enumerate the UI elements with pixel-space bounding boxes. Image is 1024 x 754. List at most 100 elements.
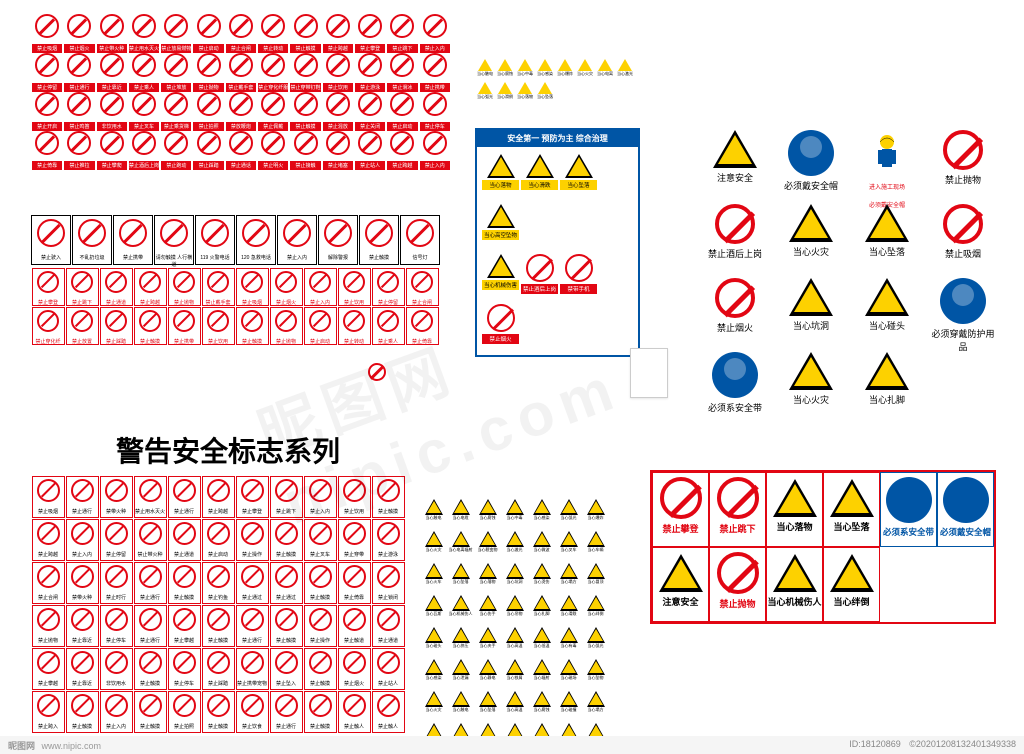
sign-label: 当心滑倒 <box>496 94 515 100</box>
prohibition-cell: 禁止停车 <box>419 90 451 129</box>
sign-label: 当心高空坠物 <box>482 230 519 240</box>
sign-label: 当心弧光 <box>476 94 495 100</box>
warning-cell: 当心坠落 <box>448 563 473 593</box>
sign-label: 当心激光 <box>502 547 527 553</box>
table-sign-cell: 必须戴安全帽 <box>937 472 994 547</box>
board-title: 安全第一 预防为主 综合治理 <box>477 130 638 147</box>
sign-label: 当心辐射 <box>529 675 554 681</box>
sign-label: 当心微波 <box>529 547 554 553</box>
sign-label: 当心挤压 <box>448 643 473 649</box>
warning-cell: 当心落物 <box>516 82 535 104</box>
sign-label: 禁止跳下 <box>67 299 98 306</box>
prohibition-cell: 禁止倚靠 <box>338 562 371 604</box>
sign-cell: 当心坠落 <box>852 204 922 270</box>
prohibition-cell: 禁止停留 <box>31 51 63 90</box>
prohibition-cell: 禁止乘人 <box>372 307 405 345</box>
sign-label: 禁止明火 <box>258 161 288 170</box>
sign-label: 禁止抛物 <box>710 597 765 610</box>
warning-cell: 当心静电 <box>475 659 500 689</box>
prohibition-circle-icon <box>565 254 593 282</box>
warning-cell: 当心触电 <box>448 691 473 721</box>
sign-label: 禁止穿化纤 <box>33 338 64 345</box>
sign-label: 禁止酒后上岗 <box>129 161 159 170</box>
warning-triangle-icon <box>533 659 551 675</box>
table-sign-cell: 禁止跳下 <box>709 472 766 547</box>
sign-label: 禁止跳下 <box>271 508 302 515</box>
sign-label: 禁止堵塞 <box>323 161 353 170</box>
prohibition-cell: 禁止烟火 <box>63 12 95 51</box>
sign-label: 禁止触摸 <box>135 723 166 730</box>
warning-triangle-icon <box>487 254 515 278</box>
sign-label: 禁止通道 <box>169 551 200 558</box>
warning-triangle-icon <box>479 691 497 707</box>
sign-label: 当心坑洞 <box>776 319 846 332</box>
prohibition-cell: 禁止跳下 <box>386 12 418 51</box>
table-sign-cell: 当心坠落 <box>823 472 880 547</box>
sign-label: 当心弧光 <box>583 643 608 649</box>
board-prohibition-cell: 禁止烟火 <box>482 302 519 350</box>
warning-cell: 当心挤压 <box>448 627 473 657</box>
warning-cell: 当心弧光 <box>476 82 495 104</box>
prohibition-cell: 禁止合闸 <box>32 562 65 604</box>
sign-label: 禁止携带 <box>114 254 152 261</box>
info-cell: 禁止触摸 <box>359 215 399 265</box>
prohibition-cell: 禁止通行 <box>168 476 201 518</box>
prohibition-cell: 禁止抛物 <box>270 307 303 345</box>
info-cell: 禁止驶入 <box>31 215 71 265</box>
sign-label: 禁止攀登 <box>33 299 64 306</box>
prohibition-cell: 禁止抛物 <box>168 268 201 306</box>
prohibition-cell: 禁止开启 <box>31 90 63 129</box>
sign-label: 禁止吸烟 <box>237 299 268 306</box>
prohibition-cell: 禁止踩踏 <box>100 307 133 345</box>
sign-cell: 禁止烟火 <box>700 278 770 344</box>
warning-triangle-icon <box>526 154 554 178</box>
prohibition-cell: 禁止鸣笛 <box>63 90 95 129</box>
prohibition-cell: 禁止触摸 <box>304 562 337 604</box>
sign-label: 禁止触摸 <box>271 637 302 644</box>
sign-label: 禁止跨越 <box>387 161 417 170</box>
prohibition-cell: 禁止放易燃物 <box>160 12 192 51</box>
warning-cell: 当心电离辐射 <box>448 531 473 561</box>
sign-label: 当心火灾 <box>421 547 446 553</box>
warning-triangle-icon <box>533 531 551 547</box>
sign-cell: 必须系安全带 <box>700 352 770 418</box>
warning-triangle-icon <box>659 554 703 592</box>
warning-triangle-icon <box>479 499 497 515</box>
sign-label: 禁止游泳 <box>373 551 404 558</box>
prohibition-cell: 禁止跨越 <box>386 129 418 168</box>
sign-label: 当心电离辐射 <box>448 547 473 553</box>
warning-cell: 当心伤手 <box>475 595 500 625</box>
sign-label: 当心坠落 <box>852 245 922 258</box>
sign-label: 禁止跑动 <box>161 161 191 170</box>
warning-cell: 当心瓦斯 <box>421 595 446 625</box>
warning-triangle-icon <box>425 691 443 707</box>
sign-label: 禁止锁闭 <box>373 594 404 601</box>
sign-label: 禁止坠入 <box>271 680 302 687</box>
prohibition-cell: 禁止靠近 <box>66 605 99 647</box>
prohibition-circle-icon <box>717 552 759 594</box>
prohibition-cell: 禁止酒后上岗 <box>128 129 160 168</box>
prohibition-cell: 禁止关闭 <box>354 90 386 129</box>
sign-label: 禁止接触 <box>290 161 320 170</box>
warning-triangle-icon <box>865 278 909 316</box>
prohibition-cell: 禁止饮用 <box>338 476 371 518</box>
warning-triangle-icon <box>533 563 551 579</box>
warning-triangle-icon <box>713 130 757 168</box>
prohibition-cell: 禁止站人 <box>354 129 386 168</box>
info-cell: 119 火警电话 <box>195 215 235 265</box>
sign-cell: 当心火灾 <box>776 204 846 270</box>
warning-cell: 当心火灾 <box>421 691 446 721</box>
safety-board: 安全第一 预防为主 综合治理 当心落物当心滑跌当心坠落当心高空坠物当心机械伤害禁… <box>475 128 640 357</box>
prohibition-cell: 禁止通行 <box>270 691 303 733</box>
prohibition-cell: 禁止饮用 <box>338 268 371 306</box>
warning-cell: 当心爆炸 <box>556 59 575 81</box>
sign-label: 禁止通过 <box>237 594 268 601</box>
sign-label: 当心落物 <box>475 579 500 585</box>
prohibition-cell: 禁止入内 <box>304 476 337 518</box>
sign-label: 禁止烟火 <box>700 321 770 334</box>
prohibition-cell: 禁止堵塞 <box>322 129 354 168</box>
sign-label: 禁止站人 <box>355 161 385 170</box>
warning-cell: 当心感染 <box>536 59 555 81</box>
sign-label: 禁止穿带 <box>339 551 370 558</box>
prohibition-cell: 禁止靠近 <box>66 648 99 690</box>
